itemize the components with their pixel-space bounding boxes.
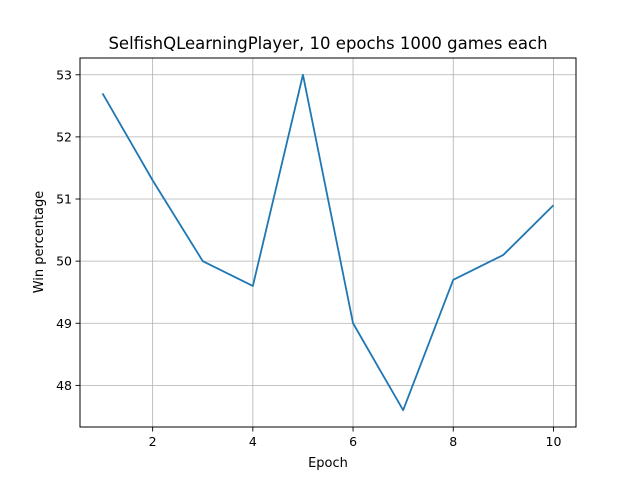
x-tick-label: 2 bbox=[149, 434, 157, 449]
data-point bbox=[101, 92, 103, 94]
plot-area-frame bbox=[79, 57, 577, 428]
y-tick-label: 51 bbox=[56, 192, 72, 207]
x-tick-label: 4 bbox=[249, 434, 257, 449]
y-axis-ticks: 48 49 50 51 52 53 bbox=[56, 67, 80, 393]
y-tick-label: 52 bbox=[56, 129, 72, 144]
data-point bbox=[552, 204, 554, 206]
data-point bbox=[302, 74, 304, 76]
data-point bbox=[252, 285, 254, 287]
y-tick-label: 50 bbox=[56, 254, 72, 269]
data-point bbox=[202, 260, 204, 262]
x-tick-label: 10 bbox=[546, 434, 562, 449]
data-point bbox=[402, 409, 404, 411]
x-axis-ticks: 2 4 6 8 10 bbox=[149, 427, 562, 449]
data-point bbox=[502, 254, 504, 256]
x-axis-label: Epoch bbox=[308, 456, 348, 471]
chart-title: SelfishQLearningPlayer, 10 epochs 1000 g… bbox=[108, 34, 547, 53]
x-tick-label: 6 bbox=[349, 434, 357, 449]
data-point bbox=[151, 179, 153, 181]
series-line-win-percentage bbox=[101, 73, 555, 412]
data-point bbox=[352, 322, 354, 324]
y-axis-label: Win percentage bbox=[32, 191, 47, 294]
y-tick-label: 53 bbox=[56, 67, 72, 82]
data-point bbox=[452, 279, 454, 281]
y-tick-label: 48 bbox=[56, 378, 72, 393]
y-tick-label: 49 bbox=[56, 316, 72, 331]
x-tick-label: 8 bbox=[449, 434, 457, 449]
